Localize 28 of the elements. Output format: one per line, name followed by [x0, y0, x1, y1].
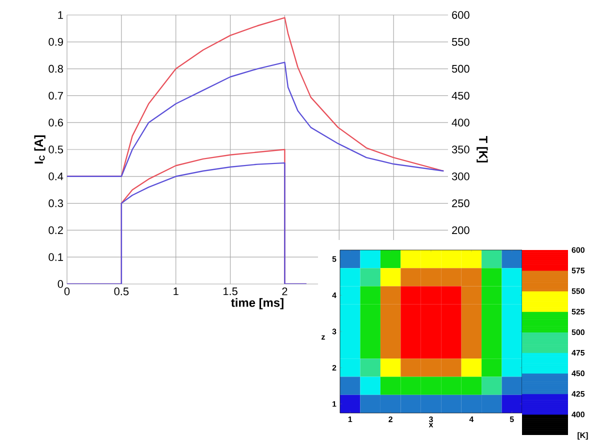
y2-tick-label: 550 — [452, 38, 470, 46]
y-tick-label: 0.6 — [48, 118, 63, 126]
x-tick-label: 2 — [282, 288, 288, 296]
y-tick-label: 0.5 — [48, 146, 64, 154]
y-tick-label: 0.3 — [48, 199, 63, 208]
y-tick-label: 0.2 — [48, 226, 63, 234]
y-tick-label: 0.4 — [48, 172, 64, 180]
y2-tick-label: 600 — [452, 11, 470, 19]
x-axis-title: time [ms] — [231, 298, 284, 310]
y2-tick-label: 300 — [452, 172, 470, 180]
y-axis-title: I$_{C}$ [A] — [34, 135, 46, 164]
x-tick-label: 1 — [174, 288, 178, 296]
y-tick-label: 0 — [58, 280, 64, 288]
x-tick-label: 0 — [64, 288, 70, 296]
y-tick-label: 0.9 — [48, 38, 63, 46]
y2-tick-label: 350 — [452, 146, 470, 154]
y2-tick-label: 500 — [452, 64, 470, 73]
y2-tick-label: 200 — [452, 226, 470, 234]
y-tick-label: 0.7 — [48, 92, 63, 100]
y-tick-label: 0.8 — [48, 64, 63, 73]
y-tick-label: 0.1 — [48, 253, 63, 261]
y2-tick-label: 400 — [452, 118, 470, 126]
y2-tick-label: 450 — [452, 92, 470, 100]
y-tick-label: 1 — [58, 11, 63, 19]
y2-axis-title: T [K] — [476, 136, 488, 162]
y2-tick-label: 250 — [452, 199, 470, 208]
x-tick-label: 0.5 — [114, 288, 129, 296]
x-tick-label: 1.5 — [224, 288, 238, 296]
